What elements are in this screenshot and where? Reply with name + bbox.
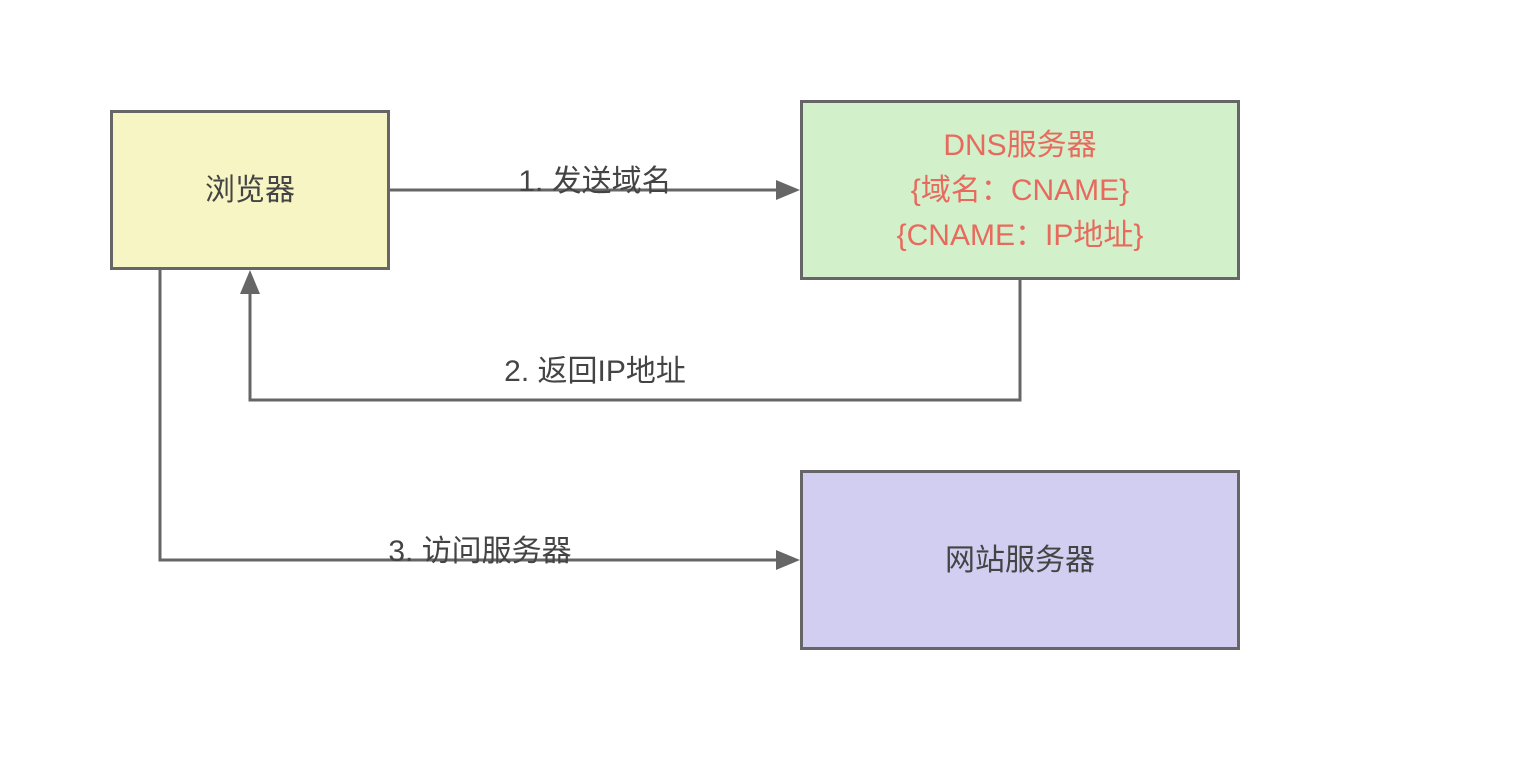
node-web-label: 网站服务器 [945,538,1095,583]
node-browser-label: 浏览器 [205,168,295,213]
node-dns-server: DNS服务器 {域名：CNAME} {CNAME：IP地址} [800,100,1240,280]
node-dns-line-3: {CNAME：IP地址} [897,213,1144,258]
edge-label-access-server: 3. 访问服务器 [370,526,590,570]
dns-flow-diagram: 浏览器 DNS服务器 {域名：CNAME} {CNAME：IP地址} 网站服务器… [0,0,1522,764]
edge-label-send-domain: 1. 发送域名 [495,156,695,200]
node-web-server: 网站服务器 [800,470,1240,650]
edge-label-return-ip: 2. 返回IP地址 [485,346,705,390]
node-dns-line-1: DNS服务器 [943,123,1096,168]
node-dns-line-2: {域名：CNAME} [911,168,1129,213]
node-browser: 浏览器 [110,110,390,270]
